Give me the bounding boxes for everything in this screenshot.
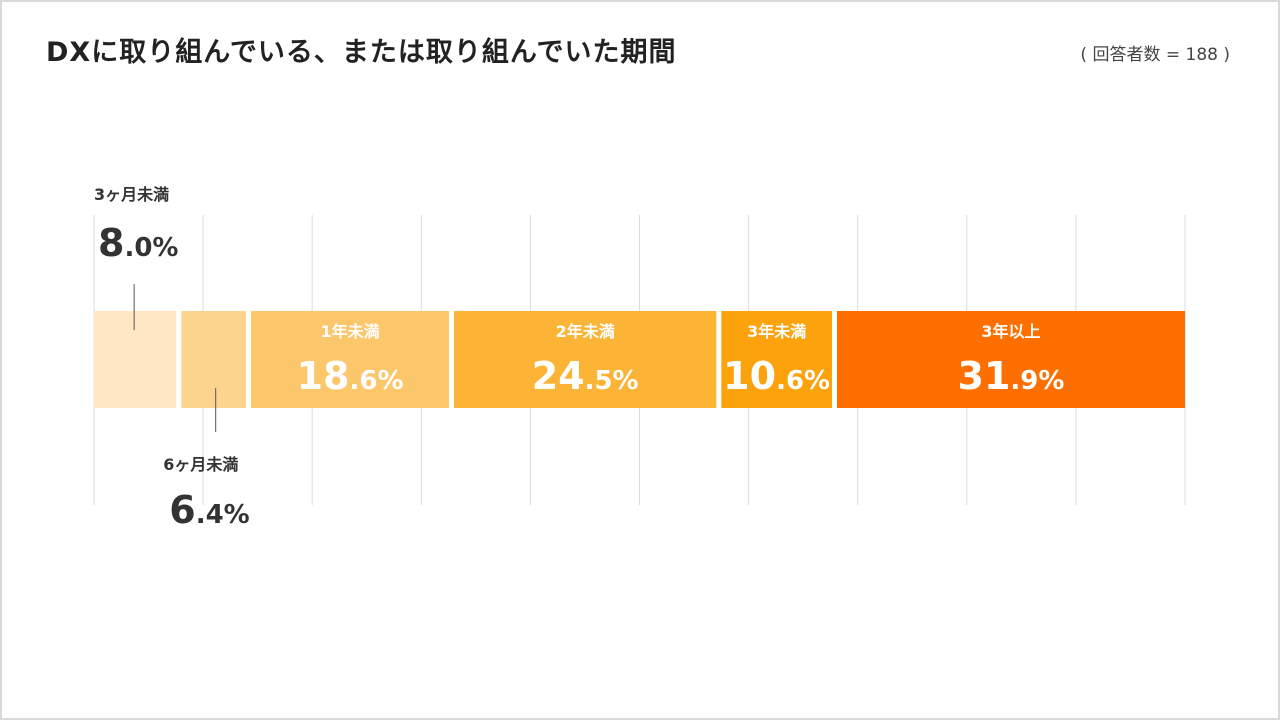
value-label: 24.5% [532, 354, 639, 398]
bar-segment [181, 311, 247, 408]
bar-segment [251, 311, 450, 408]
category-label: 1年未満 [320, 322, 379, 341]
respondent-count-note: ( 回答者数 = 188 ) [1080, 45, 1230, 65]
value-label: 8.0% [98, 221, 178, 265]
category-label: 3年以上 [981, 322, 1040, 341]
category-label: 3ヶ月未満 [94, 185, 169, 204]
chart-title: DXに取り組んでいる、または取り組んでいた期間 [46, 37, 677, 68]
bar-segment [454, 311, 717, 408]
category-label: 2年未満 [556, 322, 615, 341]
value-label: 10.6% [723, 354, 830, 398]
value-label: 6.4% [169, 488, 249, 532]
value-label: 18.6% [297, 354, 404, 398]
value-label: 31.9% [958, 354, 1065, 398]
category-label: 6ヶ月未満 [163, 455, 238, 474]
bar-segment [721, 311, 832, 408]
bar-segment [836, 311, 1185, 408]
bar-segment [94, 311, 177, 408]
category-label: 3年未満 [747, 322, 806, 341]
